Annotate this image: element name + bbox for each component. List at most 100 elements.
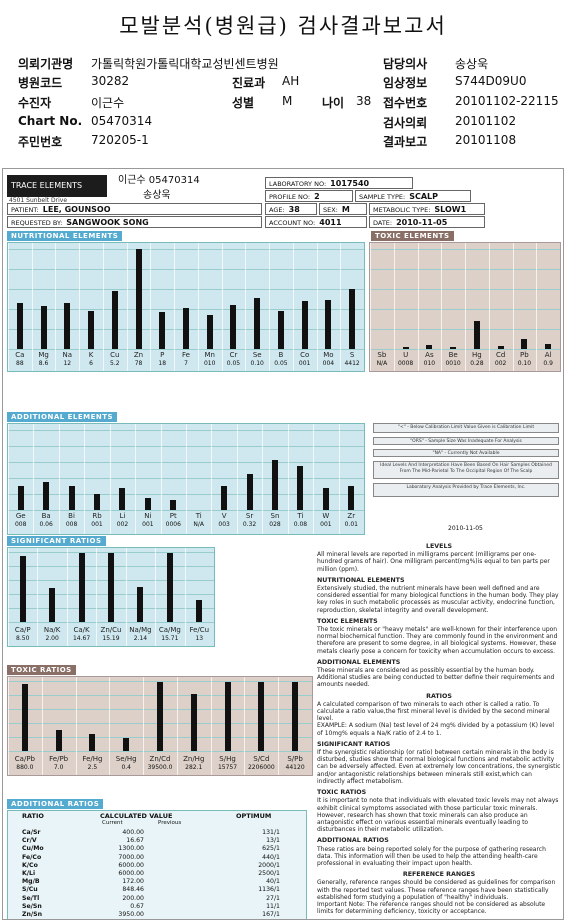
- ref-text: Generally, reference ranges should be co…: [317, 879, 556, 901]
- additional-label-ba: Ba: [41, 512, 51, 520]
- account-box: ACCOUNT NO: 4011: [265, 216, 367, 228]
- ratio-name: Cu/Mo: [22, 845, 44, 853]
- toxic-ratio-bar-zn/hg: [190, 693, 197, 751]
- additional-value-ni: 001: [142, 521, 154, 528]
- nutritional-bar-cu: [111, 291, 118, 349]
- nutritional-value-mo: 004: [322, 360, 335, 367]
- significant-column-divider: [185, 548, 186, 646]
- hospital-code-value: 30282: [91, 74, 130, 88]
- nutritional-bar-mo: [325, 300, 332, 349]
- nutritional-label-mg: Mg: [38, 351, 49, 359]
- sig-text-heading: SIGNIFICANT RATIOS: [317, 740, 391, 748]
- toxic-bar-hg: [473, 321, 480, 349]
- additional-label-ni: Ni: [144, 512, 152, 520]
- significant-column-divider: [67, 548, 68, 646]
- col-calculated: CALCULATED VALUE: [100, 812, 173, 820]
- dept-value: AH: [282, 74, 300, 88]
- clinical-value: S744D09U0: [455, 74, 527, 88]
- toxic-bar-cd: [497, 346, 504, 349]
- additional-column-divider: [288, 424, 289, 534]
- nutritional-plot-area: [8, 249, 364, 349]
- toxic-column-divider: [370, 243, 371, 371]
- significant-label-na/k: Na/K: [43, 626, 61, 634]
- additional-bar-sr: [246, 474, 253, 510]
- significant-value-ca/k: 14.67: [72, 635, 91, 642]
- chart-label: Chart No.: [18, 114, 83, 128]
- institution-label: 의뢰기관명: [18, 57, 74, 71]
- resident-label: 주민번호: [18, 135, 63, 149]
- additional-ratio-row: Cu/Mo 1300.00 625/1: [8, 845, 306, 853]
- additional-column-divider: [33, 424, 34, 534]
- sheet-date: 2010-11-05: [448, 525, 483, 532]
- significant-bar-na/mg: [137, 587, 144, 622]
- toxic-heading: TOXIC ELEMENTS: [371, 231, 454, 241]
- tox-text-heading: TOXIC RATIOS: [317, 789, 367, 797]
- nutritional-bar-b: [277, 311, 284, 349]
- ratio-name: Cr/V: [22, 837, 37, 845]
- additional-ratio-row: Se/Tl 200.00 27/1: [8, 894, 306, 903]
- metabolic-box: METABOLIC TYPE: SLOW1: [369, 203, 485, 215]
- nutritional-label-mo: Mo: [323, 351, 334, 359]
- toxic-ratio-gridline: [8, 751, 312, 752]
- significant-value-ca/p: 8.50: [16, 635, 30, 642]
- toxic-label-cd: Cd: [495, 351, 506, 359]
- toxic-ratio-bar-s/hg: [224, 681, 231, 751]
- additional-label-zr: Zr: [347, 512, 356, 520]
- addr-text-heading: ADDITIONAL RATIOS: [317, 837, 389, 845]
- toxic-value-as: 010: [423, 360, 436, 367]
- toxic-ratio-column-divider: [177, 677, 178, 775]
- toxic-ratio-bar-s/cd: [258, 681, 265, 751]
- additional-heading: ADDITIONAL ELEMENTS: [7, 412, 118, 422]
- clinical-label: 임상정보: [383, 76, 428, 90]
- additional-bar-li: [119, 487, 126, 510]
- toxic-ratio-value-fe/hg: 2.5: [87, 764, 98, 771]
- additional-ratio-row: Mg/B 172.00 40/1: [8, 878, 306, 886]
- nutritional-bar-fe: [183, 308, 189, 349]
- ratio-name: Se/Tl: [22, 894, 40, 902]
- note-lab-provider: Laboratory Analysis Provided by Trace El…: [373, 483, 559, 497]
- toxic-label-pb: Pb: [520, 351, 529, 359]
- nutritional-gridline: [8, 249, 364, 250]
- report-title: 모발분석(병원급) 검사결과보고서: [119, 14, 447, 38]
- significant-bar-ca/mg: [166, 552, 173, 622]
- toxic-plot-area: [370, 249, 560, 349]
- nutritional-bar-s: [349, 289, 356, 349]
- stamp-doctor: 송상욱: [143, 190, 171, 201]
- nutritional-column-divider: [103, 243, 104, 371]
- toxic-label-as: As: [425, 351, 434, 359]
- levels-text: All mineral levels are reported in milli…: [317, 551, 550, 573]
- nutritional-column-divider: [32, 243, 33, 371]
- trace-elements-logo: TRACE ELEMENTS: [7, 175, 107, 197]
- add-text-heading: ADDITIONAL ELEMENTS: [317, 658, 401, 666]
- date-box: DATE: 2010-11-05: [369, 216, 485, 228]
- nutritional-label-fe: Fe: [182, 351, 190, 359]
- additional-label-ti: Ti: [297, 512, 304, 520]
- toxic-label-al: Al: [544, 351, 552, 359]
- toxic-label-u: U: [403, 351, 409, 359]
- significant-bar-na/k: [49, 588, 56, 622]
- ratio-value: 400.00: [122, 829, 144, 836]
- nutritional-bar-p: [159, 312, 166, 349]
- significant-chart: Ca/P 8.50 Na/K 2.00 Ca/K 14.67 Zn/Cu 15.19 Na/Mg…: [7, 547, 215, 647]
- report-label: 결과보고: [383, 135, 428, 149]
- additional-value-li: 002: [116, 521, 129, 528]
- additional-column-divider: [339, 424, 340, 534]
- nutritional-label-zn: Zn: [133, 351, 144, 359]
- toxic-ratio-column-divider: [278, 677, 279, 775]
- ratio-name: S/Cu: [22, 886, 38, 894]
- nutritional-bar-co: [301, 301, 308, 349]
- ratio-name: Zn/Sn: [22, 911, 43, 918]
- additional-column-divider: [211, 424, 212, 534]
- toxic-ratio-gridline: [8, 681, 312, 682]
- significant-bar-fe/cu: [196, 599, 203, 622]
- nutri-text: Extensively studied, the nutrient minera…: [317, 585, 559, 614]
- doctor-label: 담당의사: [383, 57, 428, 71]
- significant-value-ca/mg: 15.71: [161, 635, 179, 642]
- chart-value: 05470314: [91, 114, 153, 128]
- additional-label-pt: Pt: [169, 512, 177, 520]
- nutritional-column-divider: [269, 243, 270, 371]
- nutritional-value-cr: 0.05: [226, 360, 241, 367]
- toxic-ratio-bar-fe/hg: [89, 733, 96, 751]
- nutritional-label-na: Na: [62, 351, 73, 359]
- toxic-ratio-bar-ca/pb: [21, 683, 28, 751]
